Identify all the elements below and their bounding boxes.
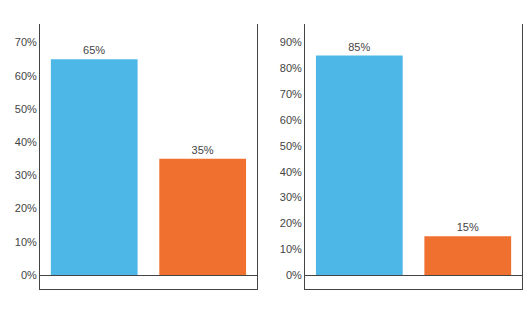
svg-text:70%: 70% xyxy=(280,88,302,100)
svg-text:90%: 90% xyxy=(280,36,302,48)
svg-text:40%: 40% xyxy=(280,166,302,178)
svg-text:30%: 30% xyxy=(280,191,302,203)
svg-text:10%: 10% xyxy=(15,236,37,248)
svg-text:40%: 40% xyxy=(15,136,37,148)
svg-text:20%: 20% xyxy=(280,217,302,229)
svg-text:80%: 80% xyxy=(280,62,302,74)
svg-text:30%: 30% xyxy=(15,169,37,181)
svg-text:85%: 85% xyxy=(348,41,370,53)
svg-text:0%: 0% xyxy=(286,269,302,281)
svg-text:50%: 50% xyxy=(280,140,302,152)
svg-text:20%: 20% xyxy=(15,202,37,214)
svg-text:35%: 35% xyxy=(192,144,214,156)
svg-text:70%: 70% xyxy=(15,36,37,48)
svg-text:0%: 0% xyxy=(21,269,37,281)
svg-text:60%: 60% xyxy=(15,70,37,82)
svg-text:65%: 65% xyxy=(83,44,105,56)
svg-text:50%: 50% xyxy=(15,103,37,115)
svg-text:10%: 10% xyxy=(280,243,302,255)
svg-text:15%: 15% xyxy=(457,221,479,233)
svg-text:60%: 60% xyxy=(280,114,302,126)
